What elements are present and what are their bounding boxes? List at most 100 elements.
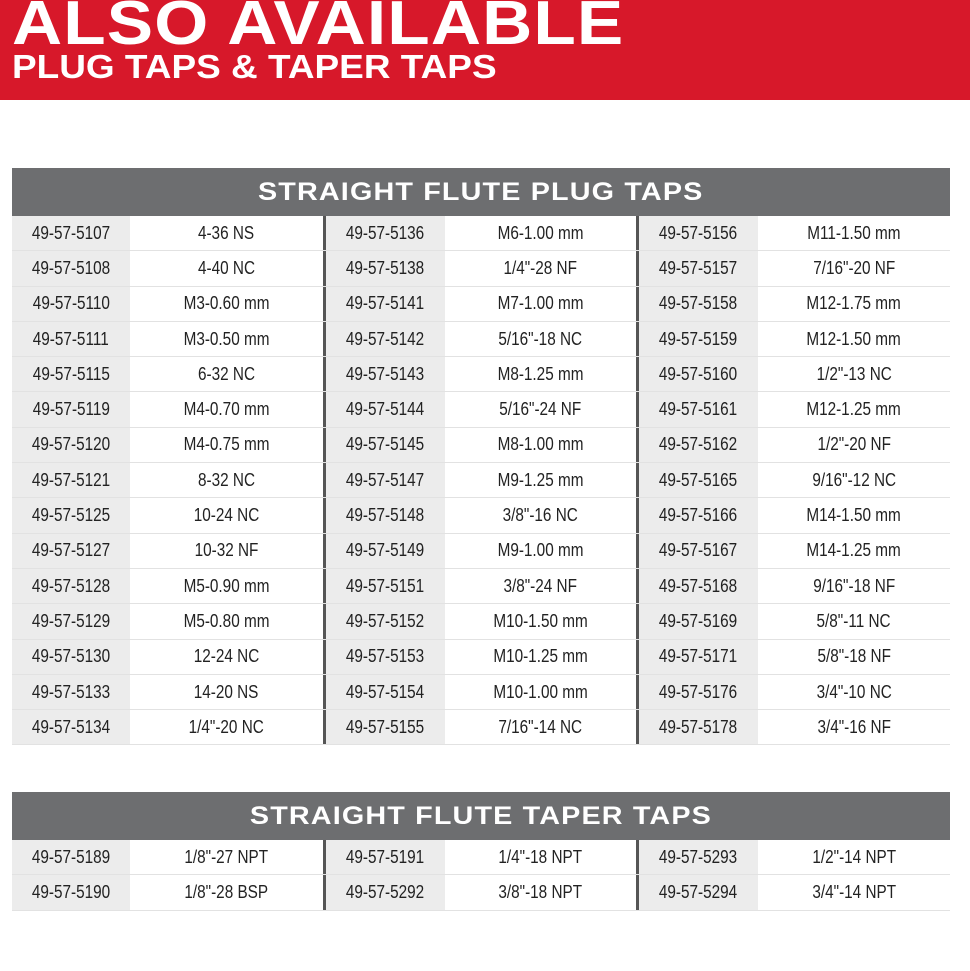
thread-size-cell: M4-0.75 mm xyxy=(130,427,326,463)
thread-size-cell: M4-0.70 mm xyxy=(130,392,326,427)
table-row: 49-57-5110 M3-0.60 mm 49-57-5141 M7-1.00 mm… xyxy=(12,286,950,322)
part-number-cell: 49-57-5144 xyxy=(326,392,445,427)
thread-size-cell: M11-1.50 mm xyxy=(758,216,950,251)
thread-size-cell: 5/8"-11 NC xyxy=(758,604,950,639)
part-number-cell: 49-57-5121 xyxy=(12,463,130,498)
part-number-cell: 49-57-5292 xyxy=(326,875,445,910)
part-number-cell: 49-57-5127 xyxy=(12,533,130,568)
table-row: 49-57-5134 1/4"-20 NC 49-57-5155 7/16"-14 N… xyxy=(12,710,950,746)
banner-subtitle: PLUG TAPS & TAPER TAPS xyxy=(12,48,497,85)
plug-taps-table: STRAIGHT FLUTE PLUG TAPS 49-57-5107 4-36 N… xyxy=(12,168,950,746)
thread-size-cell: 4-40 NC xyxy=(130,251,326,286)
table-row: 49-57-5120 M4-0.75 mm 49-57-5145 M8-1.00 mm… xyxy=(12,427,950,464)
thread-size-cell: 3/4"-16 NF xyxy=(758,710,950,745)
part-number-cell: 49-57-5110 xyxy=(12,286,130,321)
part-number-cell: 49-57-5148 xyxy=(326,498,445,533)
part-number-cell: 49-57-5157 xyxy=(639,251,758,286)
part-number-cell: 49-57-5156 xyxy=(639,216,758,251)
part-number-cell: 49-57-5167 xyxy=(639,533,758,568)
table-row: 49-57-5127 10-32 NF 49-57-5149 M9-1.00 mm 49… xyxy=(12,533,950,569)
part-number-cell: 49-57-5119 xyxy=(12,392,130,427)
thread-size-cell: 8-32 NC xyxy=(130,463,326,498)
thread-size-cell: M5-0.80 mm xyxy=(130,604,326,639)
thread-size-cell: M12-1.50 mm xyxy=(758,321,950,357)
thread-size-cell: 1/8"-27 NPT xyxy=(130,840,326,875)
part-number-cell: 49-57-5161 xyxy=(639,392,758,427)
part-number-cell: 49-57-5154 xyxy=(326,674,445,710)
thread-size-cell: M3-0.60 mm xyxy=(130,286,326,321)
thread-size-cell: M8-1.00 mm xyxy=(445,427,639,463)
table-row: 49-57-5190 1/8"-28 BSP 49-57-5292 3/8"-18 N… xyxy=(12,875,950,911)
thread-size-cell: 9/16"-18 NF xyxy=(758,568,950,604)
thread-size-cell: 1/2"-20 NF xyxy=(758,427,950,463)
part-number-cell: 49-57-5107 xyxy=(12,216,130,251)
part-number-cell: 49-57-5189 xyxy=(12,840,130,875)
thread-size-cell: M10-1.25 mm xyxy=(445,639,639,674)
part-number-cell: 49-57-5115 xyxy=(12,357,130,392)
thread-size-cell: M12-1.25 mm xyxy=(758,392,950,427)
part-number-cell: 49-57-5136 xyxy=(326,216,445,251)
table-row: 49-57-5130 12-24 NC 49-57-5153 M10-1.25 mm 4… xyxy=(12,639,950,675)
thread-size-cell: 7/16"-20 NF xyxy=(758,251,950,286)
part-number-cell: 49-57-5158 xyxy=(639,286,758,321)
thread-size-cell: M10-1.50 mm xyxy=(445,604,639,639)
table-row: 49-57-5128 M5-0.90 mm 49-57-5151 3/8"-24 NF… xyxy=(12,568,950,605)
part-number-cell: 49-57-5178 xyxy=(639,710,758,745)
thread-size-cell: M6-1.00 mm xyxy=(445,216,639,251)
part-number-cell: 49-57-5149 xyxy=(326,533,445,568)
part-number-cell: 49-57-5134 xyxy=(12,710,130,745)
thread-size-cell: 14-20 NS xyxy=(130,674,326,710)
part-number-cell: 49-57-5190 xyxy=(12,875,130,910)
part-number-cell: 49-57-5162 xyxy=(639,427,758,463)
thread-size-cell: M5-0.90 mm xyxy=(130,568,326,604)
part-number-cell: 49-57-5143 xyxy=(326,357,445,392)
thread-size-cell: 1/2"-14 NPT xyxy=(758,840,950,875)
thread-size-cell: M8-1.25 mm xyxy=(445,357,639,392)
part-number-cell: 49-57-5141 xyxy=(326,286,445,321)
part-number-cell: 49-57-5152 xyxy=(326,604,445,639)
thread-size-cell: M7-1.00 mm xyxy=(445,286,639,321)
thread-size-cell: 5/8"-18 NF xyxy=(758,639,950,674)
table-row: 49-57-5129 M5-0.80 mm 49-57-5152 M10-1.50 m… xyxy=(12,604,950,640)
thread-size-cell: M10-1.00 mm xyxy=(445,674,639,710)
thread-size-cell: 4-36 NS xyxy=(130,216,326,251)
table-row: 49-57-5133 14-20 NS 49-57-5154 M10-1.00 mm 4… xyxy=(12,674,950,711)
table-row: 49-57-5107 4-36 NS 49-57-5136 M6-1.00 mm 49-… xyxy=(12,216,950,252)
part-number-cell: 49-57-5294 xyxy=(639,875,758,910)
part-number-cell: 49-57-5151 xyxy=(326,568,445,604)
part-number-cell: 49-57-5168 xyxy=(639,568,758,604)
thread-size-cell: 1/8"-28 BSP xyxy=(130,875,326,910)
table-row: 49-57-5115 6-32 NC 49-57-5143 M8-1.25 mm 49-… xyxy=(12,357,950,393)
part-number-cell: 49-57-5129 xyxy=(12,604,130,639)
part-number-cell: 49-57-5293 xyxy=(639,840,758,875)
table-title: STRAIGHT FLUTE PLUG TAPS xyxy=(12,168,950,216)
part-number-cell: 49-57-5108 xyxy=(12,251,130,286)
part-number-cell: 49-57-5138 xyxy=(326,251,445,286)
part-number-cell: 49-57-5120 xyxy=(12,427,130,463)
table-row: 49-57-5119 M4-0.70 mm 49-57-5144 5/16"-24 N… xyxy=(12,392,950,428)
thread-size-cell: 1/4"-28 NF xyxy=(445,251,639,286)
thread-size-cell: 5/16"-18 NC xyxy=(445,321,639,357)
thread-size-cell: 5/16"-24 NF xyxy=(445,392,639,427)
thread-size-cell: 1/4"-18 NPT xyxy=(445,840,639,875)
thread-size-cell: 10-32 NF xyxy=(130,533,326,568)
thread-size-cell: M14-1.50 mm xyxy=(758,498,950,533)
thread-size-cell: M12-1.75 mm xyxy=(758,286,950,321)
thread-size-cell: 7/16"-14 NC xyxy=(445,710,639,745)
table-row: 49-57-5125 10-24 NC 49-57-5148 3/8"-16 NC 49… xyxy=(12,498,950,534)
thread-size-cell: 10-24 NC xyxy=(130,498,326,533)
part-number-cell: 49-57-5191 xyxy=(326,840,445,875)
thread-size-cell: 3/8"-24 NF xyxy=(445,568,639,604)
part-number-cell: 49-57-5145 xyxy=(326,427,445,463)
thread-size-cell: M3-0.50 mm xyxy=(130,321,326,357)
taper-taps-table: STRAIGHT FLUTE TAPER TAPS 49-57-5189 1/8"-… xyxy=(12,792,950,911)
part-number-cell: 49-57-5166 xyxy=(639,498,758,533)
part-number-cell: 49-57-5147 xyxy=(326,463,445,498)
part-number-cell: 49-57-5160 xyxy=(639,357,758,392)
thread-size-cell: M14-1.25 mm xyxy=(758,533,950,568)
banner: ALSO AVAILABLE PLUG TAPS & TAPER TAPS xyxy=(0,0,970,100)
thread-size-cell: 9/16"-12 NC xyxy=(758,463,950,498)
part-number-cell: 49-57-5171 xyxy=(639,639,758,674)
table-row: 49-57-5121 8-32 NC 49-57-5147 M9-1.25 mm 49-… xyxy=(12,463,950,499)
part-number-cell: 49-57-5130 xyxy=(12,639,130,674)
